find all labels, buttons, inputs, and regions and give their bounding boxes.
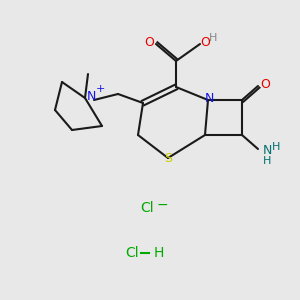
Text: H: H (272, 142, 280, 152)
Text: Cl: Cl (140, 201, 154, 215)
Text: S: S (164, 152, 172, 164)
Text: O: O (144, 37, 154, 50)
Text: H: H (154, 246, 164, 260)
Text: −: − (157, 198, 169, 212)
Text: O: O (260, 77, 270, 91)
Text: H: H (209, 33, 217, 43)
Text: N: N (262, 145, 272, 158)
Text: Cl: Cl (125, 246, 139, 260)
Text: +: + (95, 84, 105, 94)
Text: N: N (86, 89, 96, 103)
Text: N: N (204, 92, 214, 106)
Text: O: O (200, 35, 210, 49)
Text: H: H (263, 156, 271, 166)
